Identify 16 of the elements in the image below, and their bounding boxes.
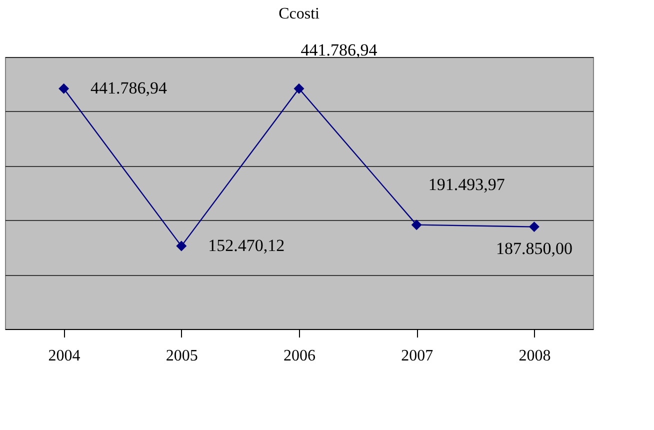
point [528,222,540,232]
x-tick-label: 2007 [401,348,434,364]
chart-title: Ccosti [278,6,320,23]
data-label: 441.786,94 [90,78,168,98]
data-label: 191.493,97 [428,174,506,194]
x-tick-label: 2008 [518,348,551,364]
data-label: 152.470,12 [208,236,285,256]
data-label: 441.786,94 [300,40,378,60]
data-label: 187.850,00 [496,238,572,258]
point [294,83,304,94]
point [411,220,422,230]
point [58,83,70,94]
point [176,240,187,252]
x-tick-label: 2006 [284,348,316,364]
x-tick-label: 2004 [48,348,80,364]
x-tick-label: 2005 [166,348,198,364]
